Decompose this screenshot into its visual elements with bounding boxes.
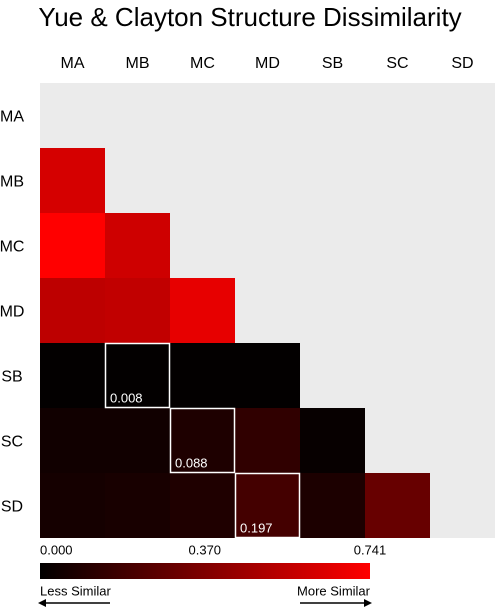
cell	[365, 473, 430, 538]
cell-highlight	[234, 472, 301, 539]
arrow-left	[38, 599, 110, 607]
cell	[300, 408, 365, 473]
cell	[170, 278, 235, 343]
colorbar-tick-label: 0.370	[189, 542, 222, 557]
row-label: SC	[1, 434, 23, 451]
cell	[40, 278, 105, 343]
legend-low-label: Less Similar	[40, 583, 111, 598]
cell	[40, 343, 105, 408]
row-label: MC	[0, 239, 24, 256]
cell	[235, 473, 300, 538]
cell	[235, 343, 300, 408]
cell	[170, 473, 235, 538]
cell	[170, 343, 235, 408]
cell	[40, 213, 105, 278]
row-label: SB	[1, 369, 22, 386]
value-label: 0.088	[175, 455, 208, 470]
column-label: SC	[386, 55, 408, 72]
arrow-right	[300, 599, 372, 607]
legend-high-label: More Similar	[297, 583, 371, 598]
column-label: MA	[61, 55, 85, 72]
row-label: MD	[0, 304, 24, 321]
cell	[105, 408, 170, 473]
cell	[105, 213, 170, 278]
column-label: MC	[190, 55, 215, 72]
column-label: MB	[126, 55, 150, 72]
chart-title: Yue & Clayton Structure Dissimilarity	[38, 2, 461, 32]
cell	[235, 408, 300, 473]
cell	[105, 343, 170, 408]
cell	[40, 473, 105, 538]
column-label: MD	[255, 55, 280, 72]
row-label: MA	[0, 109, 24, 126]
cell	[105, 473, 170, 538]
row-label: SD	[1, 499, 23, 516]
value-label: 0.197	[240, 520, 273, 535]
cell	[40, 148, 105, 213]
cell	[300, 473, 365, 538]
colorbar	[40, 563, 370, 579]
cell-highlight	[169, 407, 236, 474]
colorbar-tick-label: 0.741	[354, 542, 387, 557]
column-label: SD	[451, 55, 473, 72]
row-label: MB	[0, 174, 24, 191]
cell-highlight	[104, 342, 171, 409]
value-label: 0.008	[110, 390, 143, 405]
cell	[105, 278, 170, 343]
colorbar-tick-label: 0.000	[40, 542, 73, 557]
column-label: SB	[322, 55, 343, 72]
cell	[40, 408, 105, 473]
cell	[170, 408, 235, 473]
